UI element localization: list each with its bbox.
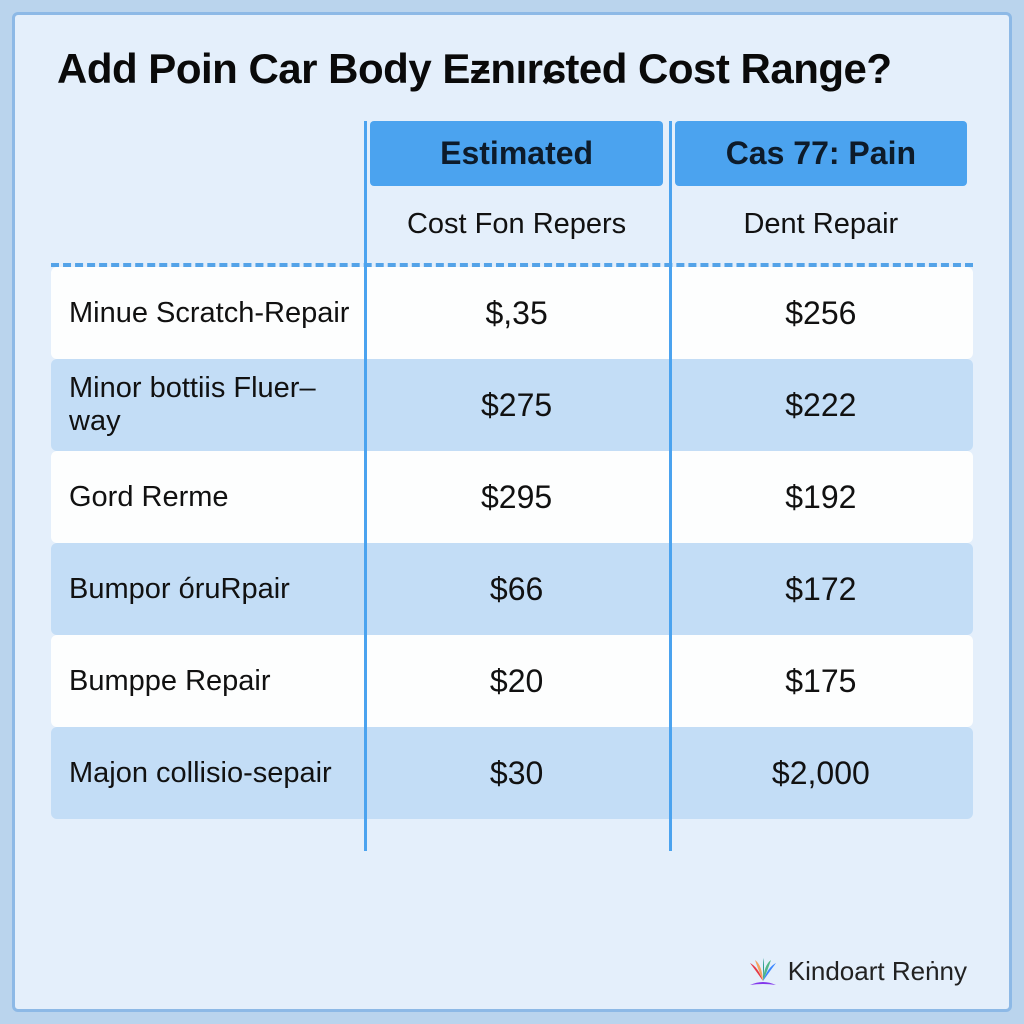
card: Add Poin Car Body Eƶnırɕted Cost Range? … <box>12 12 1012 1012</box>
table-body: Minue Scratch-Repair$,35$256Minor bottii… <box>51 267 973 819</box>
row-label: Bumppe Repair <box>51 665 364 698</box>
row-value-dent-repair: $2,000 <box>669 755 973 792</box>
footer: Kindoart Reṅny <box>746 956 967 987</box>
header-col-2: Cas 77: Pain <box>669 121 973 186</box>
table-wrap: Estimated Cas 77: Pain Cost Fon Repers D… <box>51 121 973 819</box>
row-value-estimated: $20 <box>364 663 668 700</box>
row-label: Minue Scratch-Repair <box>51 297 364 330</box>
vertical-separator-1 <box>364 121 367 851</box>
row-label: Bumpor óruRpair <box>51 573 364 606</box>
table-row: Minue Scratch-Repair$,35$256 <box>51 267 973 359</box>
vertical-separator-2 <box>669 121 672 851</box>
header-spacer <box>51 121 364 186</box>
outer-frame: Add Poin Car Body Eƶnırɕted Cost Range? … <box>0 0 1024 1024</box>
row-label: Gord Rerme <box>51 481 364 514</box>
page-title: Add Poin Car Body Eƶnırɕted Cost Range? <box>51 45 973 93</box>
header-tab-estimated: Estimated <box>370 121 662 186</box>
header-col-1: Estimated <box>364 121 668 186</box>
row-label: Minor bottiis Fluer–way <box>51 372 364 438</box>
sub-header-1: Cost Fon Repers <box>364 208 668 241</box>
row-value-estimated: $30 <box>364 755 668 792</box>
header-tab-cas77: Cas 77: Pain <box>675 121 967 186</box>
row-value-estimated: $295 <box>364 479 668 516</box>
table-row: Majon collisio-sepair$30$2,000 <box>51 727 973 819</box>
row-label: Majon collisio-sepair <box>51 757 364 790</box>
row-value-dent-repair: $172 <box>669 571 973 608</box>
table-row: Minor bottiis Fluer–way$275$222 <box>51 359 973 451</box>
table-row: Gord Rerme$295$192 <box>51 451 973 543</box>
table-row: Bumpor óruRpair$66$172 <box>51 543 973 635</box>
table-row: Bumppe Repair$20$175 <box>51 635 973 727</box>
brand-name: Kindoart Reṅny <box>788 956 967 987</box>
brand-logo-icon <box>746 957 780 987</box>
row-value-dent-repair: $256 <box>669 295 973 332</box>
row-value-dent-repair: $175 <box>669 663 973 700</box>
row-value-dent-repair: $192 <box>669 479 973 516</box>
sub-header-row: Cost Fon Repers Dent Repair <box>51 186 973 263</box>
row-value-dent-repair: $222 <box>669 387 973 424</box>
row-value-estimated: $,35 <box>364 295 668 332</box>
row-value-estimated: $275 <box>364 387 668 424</box>
row-value-estimated: $66 <box>364 571 668 608</box>
sub-header-2: Dent Repair <box>669 208 973 241</box>
sub-header-spacer <box>51 208 364 241</box>
header-row: Estimated Cas 77: Pain <box>51 121 973 186</box>
